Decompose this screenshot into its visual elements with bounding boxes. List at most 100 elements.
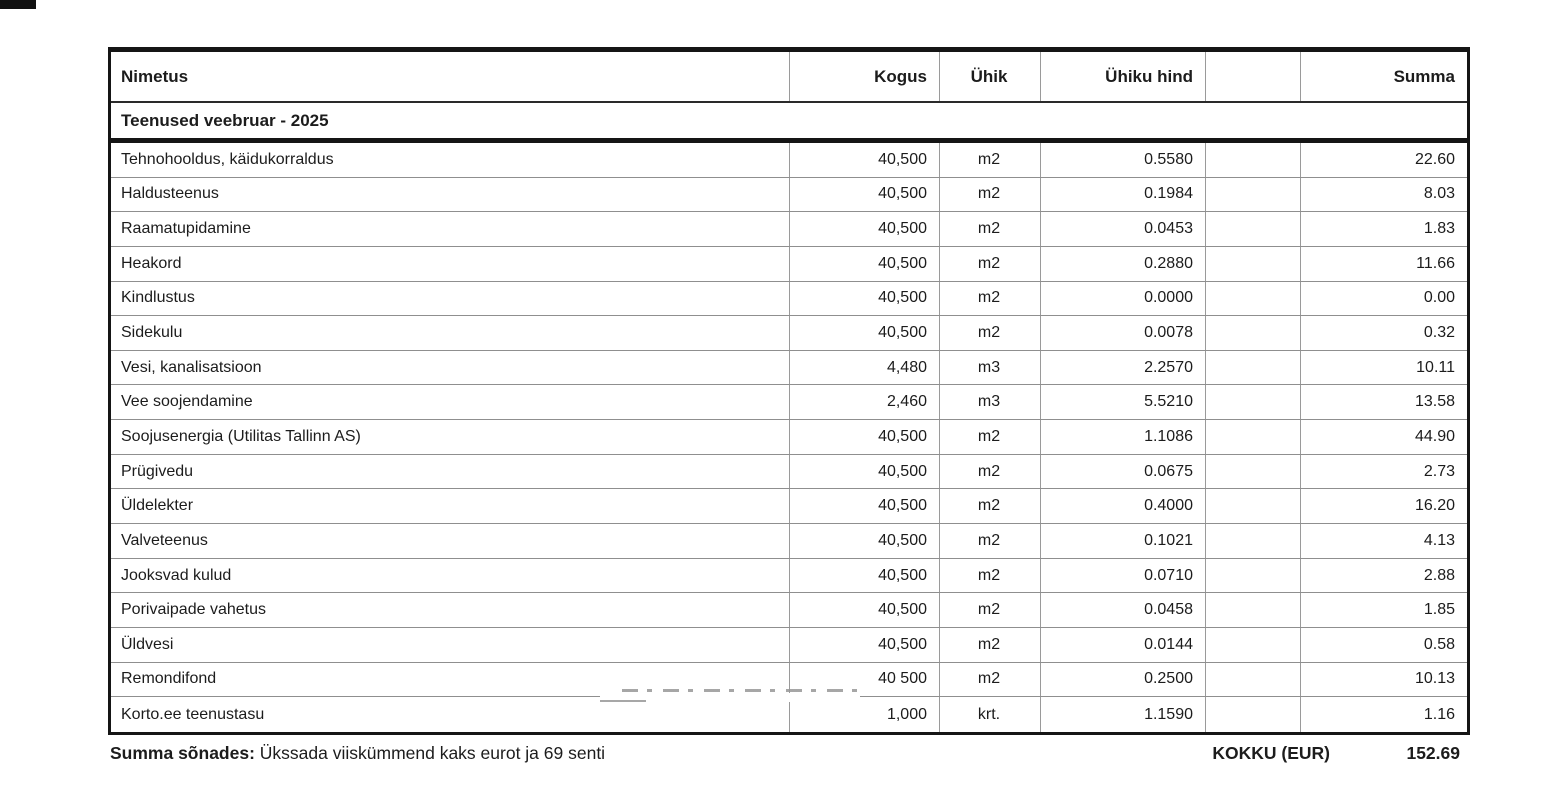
cell-unit: m2 [940,524,1041,558]
cell-name: Vesi, kanalisatsioon [111,350,790,385]
cell-unit-price: 0.2500 [1041,662,1206,697]
cell-sum: 44.90 [1414,427,1455,445]
cell-sum: 22.60 [1414,150,1455,168]
cell-unit-price: 1.1590 [1041,697,1206,732]
table-row: Porivaipade vahetus 40,500 m2 0.0458 1.8… [111,593,1467,628]
cell-quantity: 40,500 [790,489,940,524]
table-row: Valveteenus 40,500 m2 0.1021 4.13 [111,524,1467,559]
cell-unit: krt. [940,697,1041,732]
table-row: Üldelekter 40,500 m2 0.4000 16.20 [111,489,1467,525]
cell-unit-price: 0.0078 [1041,316,1206,350]
cell-blank [1206,281,1301,316]
table-row: Raamatupidamine 40,500 m2 0.0453 1.83 [111,212,1467,247]
cell-unit-price: 0.0453 [1041,212,1206,246]
invoice-table: Nimetus Kogus Ühik Ühiku hind Summa Teen… [108,47,1470,735]
cell-blank [1206,454,1301,489]
cell-unit-price: 0.0458 [1041,593,1206,627]
cell-quantity: 40,500 [790,420,940,454]
cell-unit: m2 [940,212,1041,246]
scan-artifact-dash-small [600,700,646,702]
invoice-footer: Summa sõnades: Ükssada viiskümmend kaks … [110,743,1460,767]
column-header-summa: Summa [1393,66,1455,86]
amount-in-words: Summa sõnades: Ükssada viiskümmend kaks … [110,743,605,764]
cell-unit-price: 0.0675 [1041,454,1206,489]
cell-quantity: 40,500 [790,212,940,246]
cell-unit: m2 [940,177,1041,212]
scan-artifact-patch [600,693,860,702]
cell-blank [1206,143,1301,177]
cell-unit: m2 [940,489,1041,524]
cell-name: Vee soojendamine [111,385,790,420]
table-body: Tehnohooldus, käidukorraldus 40,500 m2 0… [111,143,1467,732]
column-header-nimetus: Nimetus [111,52,790,101]
cell-sum: 10.11 [1416,358,1455,376]
table-row: Haldusteenus 40,500 m2 0.1984 8.03 [111,177,1467,213]
total-label: KOKKU (EUR) [1212,743,1330,763]
cell-unit: m2 [940,662,1041,697]
scan-corner-artifact [0,0,36,9]
cell-quantity: 40,500 [790,524,940,558]
total-value: 152.69 [1406,743,1460,763]
cell-blank [1206,558,1301,593]
table-row: Korto.ee teenustasu 1,000 krt. 1.1590 1.… [111,697,1467,732]
cell-sum: 0.32 [1423,324,1455,342]
cell-blank [1206,385,1301,420]
cell-unit-price: 2.2570 [1041,350,1206,385]
cell-unit: m2 [940,593,1041,627]
cell-quantity: 40 500 [790,662,940,697]
cell-blank [1206,177,1301,212]
cell-blank [1206,246,1301,281]
cell-blank [1206,212,1301,246]
cell-name: Valveteenus [111,524,790,558]
cell-unit: m2 [940,420,1041,454]
cell-sum: 1.16 [1423,705,1455,723]
cell-blank [1206,627,1301,662]
cell-quantity: 40,500 [790,143,940,177]
cell-unit-price: 0.2880 [1041,246,1206,281]
cell-name: Sidekulu [111,316,790,350]
cell-name: Remondifond [111,662,790,697]
cell-unit-price: 0.1021 [1041,524,1206,558]
cell-name: Heakord [111,246,790,281]
cell-name: Haldusteenus [111,177,790,212]
cell-quantity: 40,500 [790,281,940,316]
cell-sum: 11.66 [1416,254,1455,272]
cell-quantity: 40,500 [790,246,940,281]
cell-unit: m2 [940,454,1041,489]
column-header-kogus: Kogus [790,52,940,101]
scan-artifact-dashes [622,689,860,692]
cell-quantity: 40,500 [790,593,940,627]
table-row: Üldvesi 40,500 m2 0.0144 0.58 [111,627,1467,663]
table-row: Prügivedu 40,500 m2 0.0675 2.73 [111,454,1467,490]
cell-quantity: 40,500 [790,454,940,489]
cell-name: Prügivedu [111,454,790,489]
cell-name: Porivaipade vahetus [111,593,790,627]
cell-unit-price: 5.5210 [1041,385,1206,420]
cell-quantity: 40,500 [790,177,940,212]
cell-unit: m2 [940,627,1041,662]
cell-unit: m3 [940,350,1041,385]
cell-sum: 8.03 [1423,185,1455,203]
cell-quantity: 1,000 [790,697,940,732]
cell-sum: 2.88 [1423,566,1455,584]
cell-name: Üldvesi [111,627,790,662]
cell-name: Soojusenergia (Utilitas Tallinn AS) [111,420,790,454]
cell-unit-price: 0.0710 [1041,558,1206,593]
cell-unit-price: 0.0000 [1041,281,1206,316]
table-row: Vee soojendamine 2,460 m3 5.5210 13.58 [111,385,1467,421]
cell-blank [1206,420,1301,454]
cell-sum: 4.13 [1423,531,1455,549]
table-header-row: Nimetus Kogus Ühik Ühiku hind Summa [111,52,1467,103]
amount-in-words-label: Summa sõnades: [110,743,255,763]
amount-in-words-text: Ükssada viiskümmend kaks eurot ja 69 sen… [259,743,606,763]
cell-name: Korto.ee teenustasu [111,697,790,732]
table-row: Soojusenergia (Utilitas Tallinn AS) 40,5… [111,420,1467,455]
cell-name: Kindlustus [111,281,790,316]
cell-quantity: 4,480 [790,350,940,385]
table-row: Vesi, kanalisatsioon 4,480 m3 2.2570 10.… [111,350,1467,386]
cell-sum: 1.85 [1423,601,1455,619]
cell-unit: m2 [940,246,1041,281]
cell-sum: 10.13 [1414,670,1455,688]
cell-quantity: 40,500 [790,558,940,593]
